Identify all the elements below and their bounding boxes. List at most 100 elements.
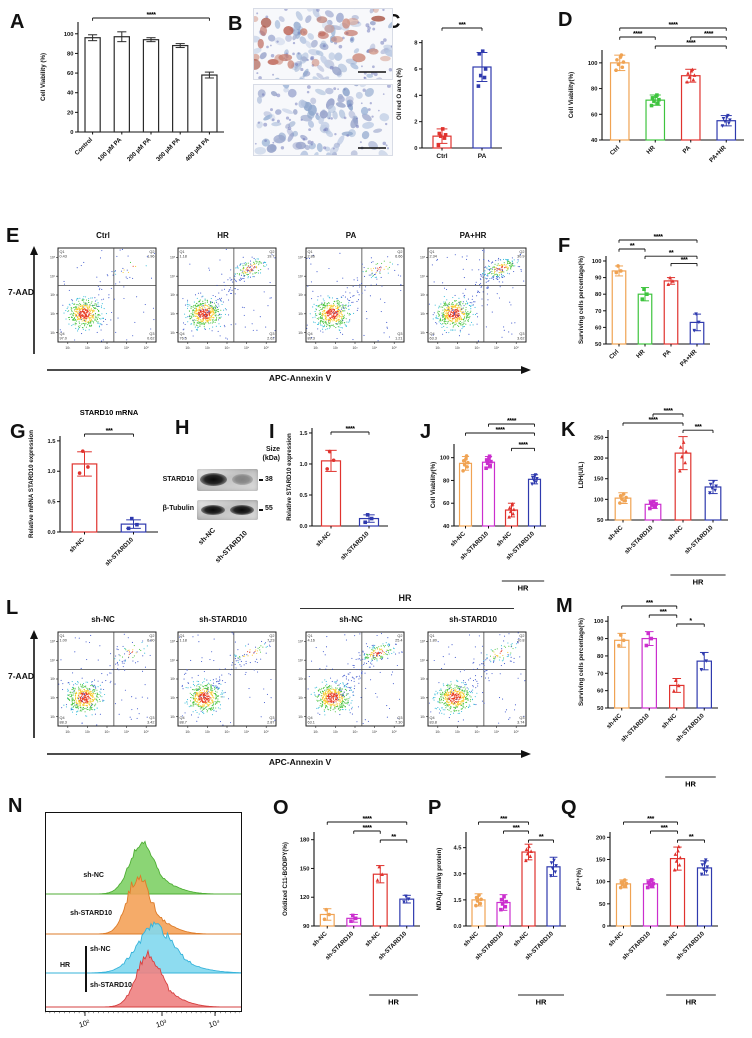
histology-svg xyxy=(254,85,392,155)
svg-text:60: 60 xyxy=(443,501,449,507)
panel-p-letter: P xyxy=(428,797,442,819)
svg-text:10⁴: 10⁴ xyxy=(124,346,130,350)
svg-text:Q2: Q2 xyxy=(397,250,402,254)
svg-text:sh-STARD10: sh-STARD10 xyxy=(324,930,356,962)
svg-text:PA: PA xyxy=(681,144,692,155)
svg-text:10¹: 10¹ xyxy=(313,346,319,350)
svg-text:Q1: Q1 xyxy=(308,250,313,254)
chart-svg-A: 0 20 40 60 80 100 Cell Viability (%) Control 100… xyxy=(40,12,224,163)
svg-text:10¹: 10¹ xyxy=(185,346,191,350)
svg-text:10³: 10³ xyxy=(105,730,111,734)
flow-plot-l-shnc-hr: 10¹ 10⁵ 10² 10⁴ 10³ 10³ 10⁴ 10² 10⁵ 10¹ Q1 4.16 Q2 25… xyxy=(295,630,407,742)
svg-text:PA: PA xyxy=(662,348,673,359)
svg-text:sh-NC: sh-NC xyxy=(661,930,679,948)
svg-text:30.9: 30.9 xyxy=(517,255,524,259)
svg-text:60: 60 xyxy=(597,689,603,695)
svg-text:1.00: 1.00 xyxy=(60,639,67,643)
flow-e-title-ctrl: Ctrl xyxy=(96,231,110,240)
panel-m-letter: M xyxy=(556,595,573,617)
svg-text:HR: HR xyxy=(645,144,657,156)
svg-text:1.5: 1.5 xyxy=(47,439,56,445)
svg-text:sh-STARD10: sh-STARD10 xyxy=(104,536,136,568)
svg-text:80: 80 xyxy=(597,654,603,660)
svg-text:10¹: 10¹ xyxy=(298,331,304,335)
svg-text:sh-STARD10: sh-STARD10 xyxy=(339,530,371,562)
svg-text:10¹: 10¹ xyxy=(185,730,191,734)
svg-text:Relative STARD10 expression: Relative STARD10 expression xyxy=(286,433,293,521)
svg-text:Q3: Q3 xyxy=(397,332,402,336)
svg-text:Q1: Q1 xyxy=(180,250,185,254)
svg-text:Ctrl: Ctrl xyxy=(609,144,622,157)
svg-text:10³: 10³ xyxy=(298,293,304,297)
svg-text:3.42: 3.42 xyxy=(147,721,154,725)
svg-text:10³: 10³ xyxy=(475,346,481,350)
svg-text:****: **** xyxy=(633,31,643,38)
svg-text:****: **** xyxy=(686,40,696,47)
flow-l-title-shstard2: sh-STARD10 xyxy=(449,615,497,624)
svg-text:sh-NC: sh-NC xyxy=(667,524,685,542)
chart-svg-M: 50 60 70 80 90 100 Surviving cells percentage(… xyxy=(578,600,718,789)
svg-text:Fe²⁺(%): Fe²⁺(%) xyxy=(576,868,583,890)
svg-text:10²: 10² xyxy=(333,346,339,350)
blot-band1-lane2 xyxy=(232,474,253,485)
hist-hr-bracket xyxy=(85,946,87,992)
svg-text:0.5: 0.5 xyxy=(47,500,56,506)
svg-text:180: 180 xyxy=(300,838,310,844)
svg-text:88.3: 88.3 xyxy=(60,721,67,725)
flow-e-title-hr: HR xyxy=(217,231,229,240)
svg-text:1.21: 1.21 xyxy=(395,337,402,341)
svg-text:0.0: 0.0 xyxy=(453,924,461,930)
svg-text:50: 50 xyxy=(597,518,603,524)
svg-text:Ctrl: Ctrl xyxy=(436,153,447,160)
chart-svg-C: 0 2 4 6 8 Oil red O area (%) Ctrl PA *** xyxy=(396,22,502,160)
hist-label-shstard10: sh-STARD10 xyxy=(70,910,112,917)
svg-text:****: **** xyxy=(507,418,517,425)
blot-band2-marker-tick xyxy=(259,509,263,511)
panel-l-letter: L xyxy=(6,597,19,619)
panel-e-letter: E xyxy=(6,225,20,247)
svg-text:Q4: Q4 xyxy=(60,332,65,336)
svg-text:10¹: 10¹ xyxy=(50,331,56,335)
svg-text:Q3: Q3 xyxy=(519,332,524,336)
svg-text:10³: 10³ xyxy=(420,293,426,297)
panel-f-letter: F xyxy=(558,235,571,257)
panel-q-chart: 0 50 100 150 200 Fe²⁺(%) sh-NC sh-STARD10 sh-NC s… xyxy=(574,806,750,1010)
flow-plot-svg: 10¹ 10⁵ 10² 10⁴ 10³ 10³ 10⁴ 10² 10⁵ 10¹ Q11.00 Q26.… xyxy=(50,631,157,734)
svg-text:1.18: 1.18 xyxy=(180,255,187,259)
svg-text:10⁵: 10⁵ xyxy=(50,640,56,644)
svg-text:10³: 10³ xyxy=(170,677,176,681)
svg-text:sh-STARD10: sh-STARD10 xyxy=(377,930,409,962)
svg-text:10⁴: 10⁴ xyxy=(124,730,130,734)
flow-l-title-shstard1: sh-STARD10 xyxy=(199,615,247,624)
svg-text:***: *** xyxy=(647,816,654,823)
svg-text:Cell Viability (%): Cell Viability (%) xyxy=(40,53,47,101)
svg-text:400 µM PA: 400 µM PA xyxy=(184,136,211,163)
svg-text:90: 90 xyxy=(597,637,603,643)
svg-text:10⁴: 10⁴ xyxy=(244,346,250,350)
svg-text:19.7: 19.7 xyxy=(267,255,274,259)
panel-j-letter: J xyxy=(420,421,432,443)
svg-text:sh-NC: sh-NC xyxy=(512,930,530,948)
panel-c-chart: 0 2 4 6 8 Oil red O area (%) Ctrl PA *** xyxy=(394,22,516,192)
svg-text:sh-NC: sh-NC xyxy=(495,530,513,548)
svg-text:40: 40 xyxy=(67,91,73,97)
svg-text:10¹: 10¹ xyxy=(65,730,71,734)
panel-n-letter: N xyxy=(8,795,23,817)
svg-text:0.5: 0.5 xyxy=(299,493,308,499)
svg-text:sh-NC: sh-NC xyxy=(449,530,467,548)
svg-text:97.0: 97.0 xyxy=(60,337,67,341)
svg-text:2.34: 2.34 xyxy=(430,255,437,259)
svg-text:10⁵: 10⁵ xyxy=(514,346,520,350)
svg-text:100: 100 xyxy=(592,259,602,265)
svg-text:10⁵: 10⁵ xyxy=(170,640,176,644)
panel-n-axis: 10² 10³ 10⁴ xyxy=(45,1011,240,1037)
blot-kda-label: (kDa) xyxy=(262,455,280,462)
svg-text:10⁵: 10⁵ xyxy=(420,256,426,260)
svg-text:100: 100 xyxy=(596,880,606,886)
svg-text:Q3: Q3 xyxy=(149,332,154,336)
svg-text:0.0: 0.0 xyxy=(47,530,55,536)
svg-text:10²: 10² xyxy=(298,312,304,316)
flow-plot-l-shnc: 10¹ 10⁵ 10² 10⁴ 10³ 10³ 10⁴ 10² 10⁵ 10¹ Q1 1.00 Q2 6.… xyxy=(47,630,159,742)
svg-text:50: 50 xyxy=(597,706,603,712)
flow-plot-svg: 10¹ 10⁵ 10² 10⁴ 10³ 10³ 10⁴ 10² 10⁵ 10¹ Q12.34 Q230… xyxy=(420,247,527,350)
